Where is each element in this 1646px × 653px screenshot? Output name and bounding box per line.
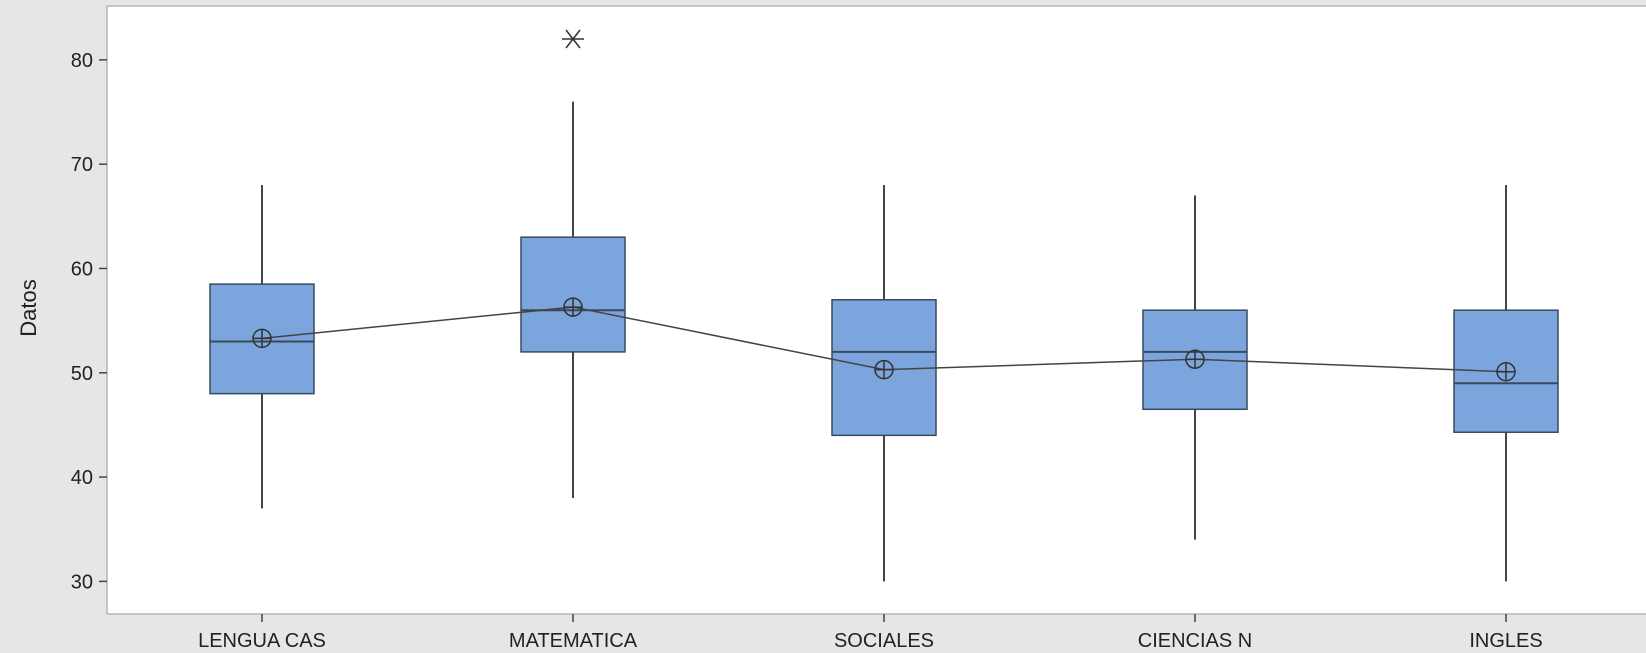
mean-marker xyxy=(563,297,583,317)
y-tick-label: 60 xyxy=(71,258,93,280)
x-axis: LENGUA CAS MATEMATICA SOCIALES CIENCIAS N IN… xyxy=(198,614,1543,652)
mean-marker xyxy=(874,359,894,380)
outlier-stroke xyxy=(565,29,581,49)
outlier-marker xyxy=(562,29,584,49)
x-tick-label: SOCIALES xyxy=(834,630,934,652)
x-tick-label: INGLES xyxy=(1469,630,1542,652)
y-axis: 30 40 50 60 70 80 xyxy=(71,50,107,593)
iqr-box xyxy=(520,236,626,353)
y-tick-label: 40 xyxy=(71,467,93,489)
y-tick-label: 70 xyxy=(71,154,93,176)
x-tick-label: CIENCIAS N xyxy=(1138,630,1252,652)
y-tick-label: 50 xyxy=(71,363,93,385)
y-axis-title: Datos xyxy=(16,279,41,336)
mean-marker xyxy=(1496,361,1516,382)
y-tick-label: 30 xyxy=(71,571,93,593)
mean-marker xyxy=(252,328,272,349)
mean-layer xyxy=(252,297,1516,382)
x-tick-label: MATEMATICA xyxy=(509,630,638,652)
boxes-layer xyxy=(209,29,1559,582)
y-tick-label: 80 xyxy=(71,50,93,72)
mean-marker xyxy=(1185,349,1205,369)
x-tick-label: LENGUA CAS xyxy=(198,630,326,652)
